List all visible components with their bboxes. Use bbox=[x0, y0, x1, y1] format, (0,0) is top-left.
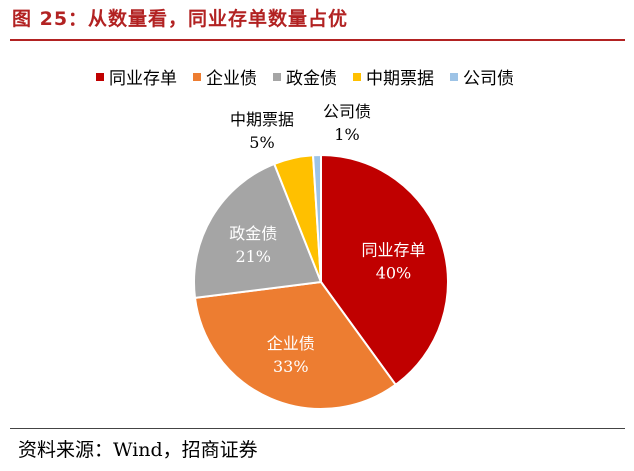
title-underline bbox=[10, 39, 625, 41]
legend-item-1: 企业债 bbox=[193, 64, 257, 89]
legend-label-2: 政金债 bbox=[286, 69, 337, 89]
source-note: 资料来源：Wind，招商证券 bbox=[18, 439, 258, 461]
legend-item-4: 公司债 bbox=[450, 64, 514, 89]
legend-label-4: 公司债 bbox=[463, 69, 514, 89]
legend-item-3: 中期票据 bbox=[353, 64, 434, 89]
slice-value-label-1: 33% bbox=[273, 357, 309, 376]
chart-title: 图 25：从数量看，同业存单数量占优 bbox=[12, 8, 349, 30]
legend-swatch-0 bbox=[96, 72, 104, 81]
slice-category-label-2: 政金债 bbox=[229, 224, 277, 243]
slice-category-label-3: 中期票据 bbox=[230, 110, 294, 129]
slice-value-label-2: 21% bbox=[235, 247, 271, 266]
slice-category-label-1: 企业债 bbox=[267, 334, 315, 353]
slice-value-label-3: 5% bbox=[249, 133, 274, 152]
legend-swatch-1 bbox=[193, 72, 201, 81]
legend-label-3: 中期票据 bbox=[366, 69, 434, 89]
legend-swatch-2 bbox=[273, 72, 281, 81]
pie-slice-0 bbox=[320, 153, 449, 387]
pie-slice-4 bbox=[311, 153, 322, 283]
pie-slice-1 bbox=[193, 280, 398, 410]
legend-item-2: 政金债 bbox=[273, 64, 337, 89]
pie-slice-2 bbox=[193, 162, 323, 300]
slice-category-label-0: 同业存单 bbox=[361, 240, 425, 259]
source-divider bbox=[10, 428, 625, 429]
legend-swatch-4 bbox=[450, 72, 458, 81]
legend-label-0: 同业存单 bbox=[109, 69, 177, 89]
legend-swatch-3 bbox=[353, 72, 361, 81]
legend-item-0: 同业存单 bbox=[96, 64, 177, 89]
slice-category-label-4: 公司债 bbox=[323, 102, 371, 121]
legend-label-1: 企业债 bbox=[206, 69, 257, 89]
slice-value-label-4: 1% bbox=[334, 125, 359, 144]
slice-value-label-0: 40% bbox=[376, 263, 412, 282]
legend: 同业存单 企业债 政金债 中期票据 公司债 bbox=[96, 64, 530, 89]
